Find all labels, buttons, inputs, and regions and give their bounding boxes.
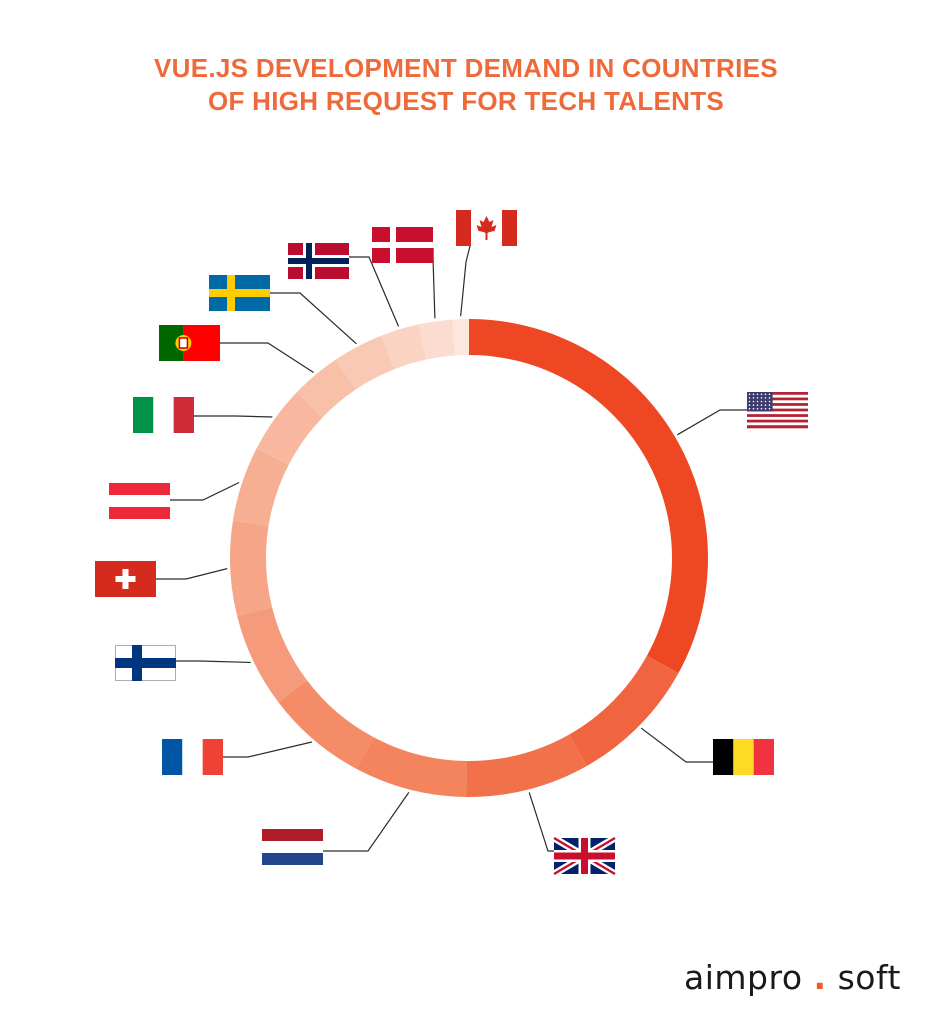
switzerland-flag	[95, 561, 156, 597]
logo-part-1: aimpro	[684, 958, 803, 997]
slice-uk	[465, 734, 587, 797]
logo-part-2: soft	[837, 958, 901, 997]
netherlands-flag	[262, 829, 323, 865]
belgium-flag	[713, 739, 774, 775]
flags	[95, 210, 808, 878]
slice-italy	[256, 392, 323, 465]
leader-canada	[460, 245, 471, 317]
slice-france	[278, 680, 374, 769]
leader-italy	[194, 415, 273, 418]
slice-austria	[232, 448, 289, 527]
leader-finland	[176, 660, 251, 664]
leader-switzerland	[156, 568, 228, 580]
leader-uk	[528, 792, 554, 852]
slice-belgium	[569, 655, 679, 766]
leader-norway	[349, 256, 400, 327]
leader-austria	[170, 481, 240, 501]
leader-usa	[676, 409, 747, 436]
leader-netherlands	[323, 792, 410, 852]
aimprosoft-logo: aimpro . soft	[684, 958, 901, 997]
leader-sweden	[270, 292, 357, 345]
canada-flag	[456, 210, 517, 246]
leader-belgium	[640, 727, 713, 763]
slice-finland	[237, 607, 308, 703]
chart-title: VUE.JS DEVELOPMENT DEMAND IN COUNTRIES O…	[0, 52, 932, 118]
leader-lines	[156, 245, 747, 852]
slice-canada	[452, 319, 469, 356]
austria-flag	[109, 483, 170, 519]
finland-flag	[115, 645, 176, 681]
slice-usa	[469, 319, 709, 674]
slice-netherlands	[356, 737, 467, 797]
usa-flag	[747, 392, 808, 429]
sweden-flag	[209, 275, 270, 311]
logo-dot: .	[813, 958, 827, 997]
donut-slices	[230, 319, 709, 797]
italy-flag	[133, 397, 194, 433]
slice-sweden	[335, 335, 395, 390]
leader-france	[223, 741, 312, 758]
slice-switzerland	[230, 520, 273, 616]
portugal-flag	[159, 325, 220, 361]
slice-denmark	[418, 319, 455, 360]
uk-flag	[552, 834, 617, 878]
slice-portugal	[296, 359, 356, 418]
chart-title-line-1: VUE.JS DEVELOPMENT DEMAND IN COUNTRIES	[154, 53, 778, 83]
denmark-flag	[372, 227, 433, 263]
chart-title-line-2: OF HIGH REQUEST FOR TECH TALENTS	[207, 86, 725, 116]
france-flag	[162, 739, 223, 775]
leader-denmark	[432, 248, 436, 319]
norway-flag	[288, 243, 349, 279]
leader-portugal	[220, 342, 314, 374]
slice-norway	[381, 324, 426, 370]
